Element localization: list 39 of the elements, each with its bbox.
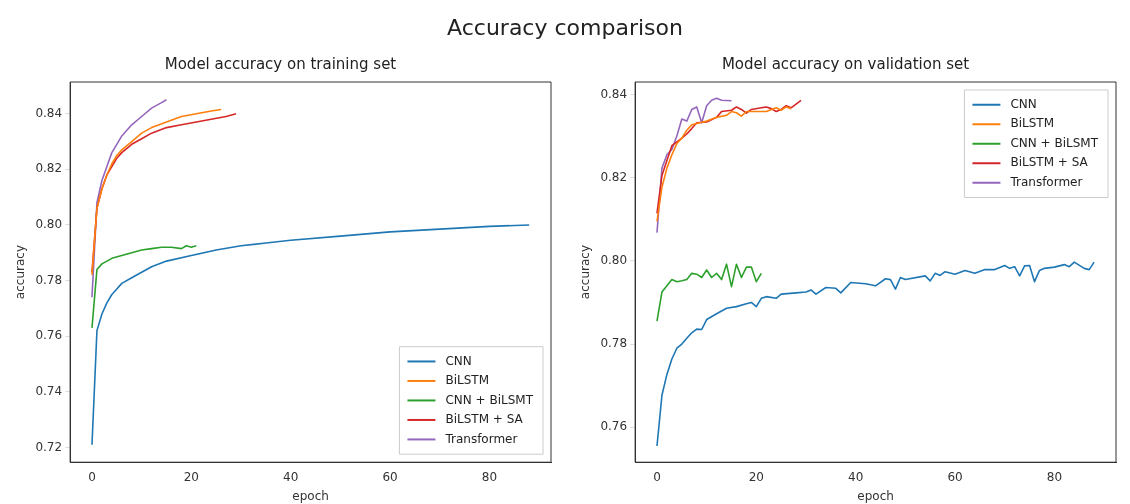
legend-label: Transformer (444, 431, 518, 446)
x-axis-title: epoch (292, 488, 329, 503)
legend-label: CNN (1010, 96, 1037, 111)
y-axis-title: accuracy (13, 245, 28, 300)
x-axis-title: epoch (857, 488, 894, 503)
x-tick-label: 60 (947, 469, 963, 484)
x-tick-label: 40 (848, 469, 864, 484)
y-tick-label: 0.82 (35, 161, 63, 176)
chart-title: Model accuracy on validation set (721, 54, 970, 73)
y-tick-label: 0.74 (35, 383, 63, 398)
y-tick-label: 0.82 (600, 169, 628, 184)
x-tick-label: 20 (748, 469, 764, 484)
legend-label: BiLSTM + SA (1010, 155, 1089, 170)
legend-label: CNN + BiLSMT (1010, 135, 1099, 150)
x-tick-label: 0 (88, 469, 96, 484)
y-tick-label: 0.80 (600, 252, 628, 267)
x-tick-label: 80 (481, 469, 498, 484)
x-tick-label: 60 (382, 469, 398, 484)
chart-title: Model accuracy on training set (164, 54, 397, 73)
y-tick-label: 0.84 (600, 86, 628, 101)
y-tick-label: 0.78 (600, 336, 628, 351)
x-tick-label: 20 (183, 469, 199, 484)
legend-label: BiLSTM (1010, 116, 1054, 131)
legend-label: Transformer (1009, 174, 1083, 189)
legend-label: BiLSTM + SA (445, 412, 524, 427)
x-tick-label: 80 (1046, 469, 1063, 484)
y-tick-label: 0.80 (35, 217, 63, 232)
text: Accuracy comparison (446, 14, 684, 42)
legend-label: CNN (445, 353, 472, 368)
y-axis-title: accuracy (578, 245, 593, 300)
y-tick-label: 0.78 (35, 272, 63, 287)
y-tick-label: 0.72 (35, 439, 63, 454)
x-tick-label: 0 (653, 469, 661, 484)
x-tick-label: 40 (283, 469, 299, 484)
legend-label: CNN + BiLSMT (445, 392, 534, 407)
y-tick-label: 0.76 (35, 328, 63, 343)
y-tick-label: 0.84 (35, 105, 63, 120)
y-tick-label: 0.76 (600, 419, 628, 434)
legend-label: BiLSTM (445, 373, 489, 388)
